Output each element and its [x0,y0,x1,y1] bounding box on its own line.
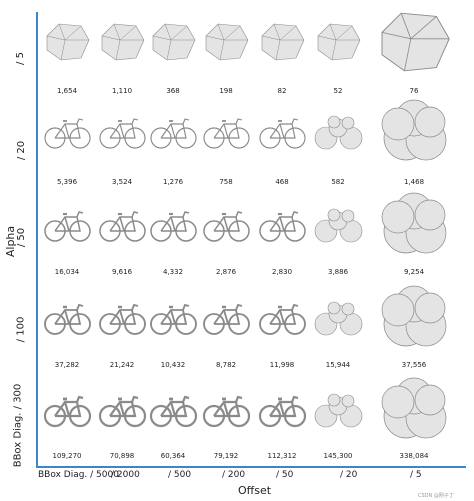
count-r5-c5: 112,312 [267,452,297,460]
render-r2-c5-bike [259,118,306,149]
render-r3-c7-sphere [381,192,447,254]
row-label-2: / 20 [16,140,28,161]
render-r2-c1-bike [44,118,91,149]
count-r4-c4: 8,782 [215,361,237,369]
count-r5-c7: 338,084 [399,452,429,460]
render-r1-c4-rock [205,23,249,61]
render-r4-c5-bike [259,303,306,335]
count-r3-c7: 9,254 [403,268,425,276]
count-r1-c1: 1,654 [56,87,78,95]
count-r1-c2: 1,110 [111,87,133,95]
render-r1-c5-rock [261,23,305,61]
count-r1-c7: 76 [409,87,419,95]
col-label-1: BBox Diag. / 5000 [38,470,119,480]
render-r4-c2-bike [99,303,146,335]
render-r2-c4-bike [203,118,250,149]
render-r5-c5-bike [258,395,307,428]
col-label-7: / 5 [410,470,422,480]
count-r2-c3: 1,276 [162,178,184,186]
render-r5-c6-blob [314,393,363,428]
count-r2-c5: 468 [275,178,289,186]
render-r3-c1-bike [44,211,91,242]
render-r1-c3-rock [152,23,196,61]
render-r1-c7-rock [381,12,450,72]
render-r1-c1-rock [46,23,90,61]
y-axis-line [36,12,38,468]
row-label-3: / 50 [16,227,28,248]
count-r1-c3: 368 [166,87,180,95]
render-r5-c1-bike [43,395,92,428]
count-r5-c1: 109,270 [52,452,82,460]
col-label-4: / 200 [222,470,246,480]
render-r2-c2-bike [99,118,146,149]
render-r4-c7-sphere [381,285,447,347]
count-r5-c3: 60,364 [160,452,186,460]
row-label-4: / 100 [15,316,27,343]
render-r4-c4-bike [203,303,250,335]
x-axis-line [36,466,466,468]
count-r2-c7: 1,468 [403,178,425,186]
watermark: CSDN @刚子丁 [418,493,454,499]
col-label-5: / 50 [276,470,294,480]
render-r3-c6-blob [314,208,363,243]
count-r3-c4: 2,876 [215,268,237,276]
render-r4-c6-blob [314,301,363,336]
render-r5-c3-bike [149,395,198,428]
render-r5-c2-bike [98,395,147,428]
count-r5-c4: 79,192 [213,452,239,460]
render-r3-c2-bike [99,211,146,242]
count-r1-c5: 82 [277,87,287,95]
count-r3-c3: 4,332 [162,268,184,276]
count-r4-c1: 37,282 [54,361,80,369]
count-r4-c2: 21,242 [109,361,135,369]
count-r3-c6: 3,886 [327,268,349,276]
render-r1-c2-rock [101,23,145,61]
count-r2-c6: 582 [331,178,345,186]
count-r2-c4: 758 [219,178,233,186]
count-r2-c2: 3,524 [111,178,133,186]
col-label-2: / 2000 [111,470,140,480]
count-r1-c6: 52 [333,87,343,95]
render-r2-c3-bike [150,118,197,149]
row-label-5: BBox Diag. / 300 [12,383,24,468]
count-r5-c6: 145,300 [323,452,353,460]
render-r3-c5-bike [259,211,306,242]
row-label-1: / 5 [14,52,26,65]
count-r4-c6: 15,944 [325,361,351,369]
render-r3-c4-bike [203,211,250,242]
render-r1-c6-rock [317,23,361,61]
render-r2-c6-blob [314,115,363,150]
render-r2-c7-sphere [381,99,447,161]
render-r4-c1-bike [44,303,91,335]
render-r5-c7-sphere [381,377,447,439]
count-r3-c1: 16,034 [54,268,80,276]
render-r4-c3-bike [150,303,197,335]
count-r5-c2: 70,898 [109,452,135,460]
count-r4-c7: 37,556 [401,361,427,369]
render-r3-c3-bike [150,211,197,242]
col-label-6: / 20 [340,470,358,480]
count-r3-c5: 2,830 [271,268,293,276]
x-axis-title: Offset [238,484,272,497]
render-r5-c4-bike [202,395,251,428]
count-r1-c4: 198 [219,87,233,95]
count-r3-c2: 9,616 [111,268,133,276]
col-label-3: / 500 [168,470,192,480]
count-r2-c1: 5,396 [56,178,78,186]
count-r4-c5: 11,998 [269,361,295,369]
count-r4-c3: 10,432 [160,361,186,369]
